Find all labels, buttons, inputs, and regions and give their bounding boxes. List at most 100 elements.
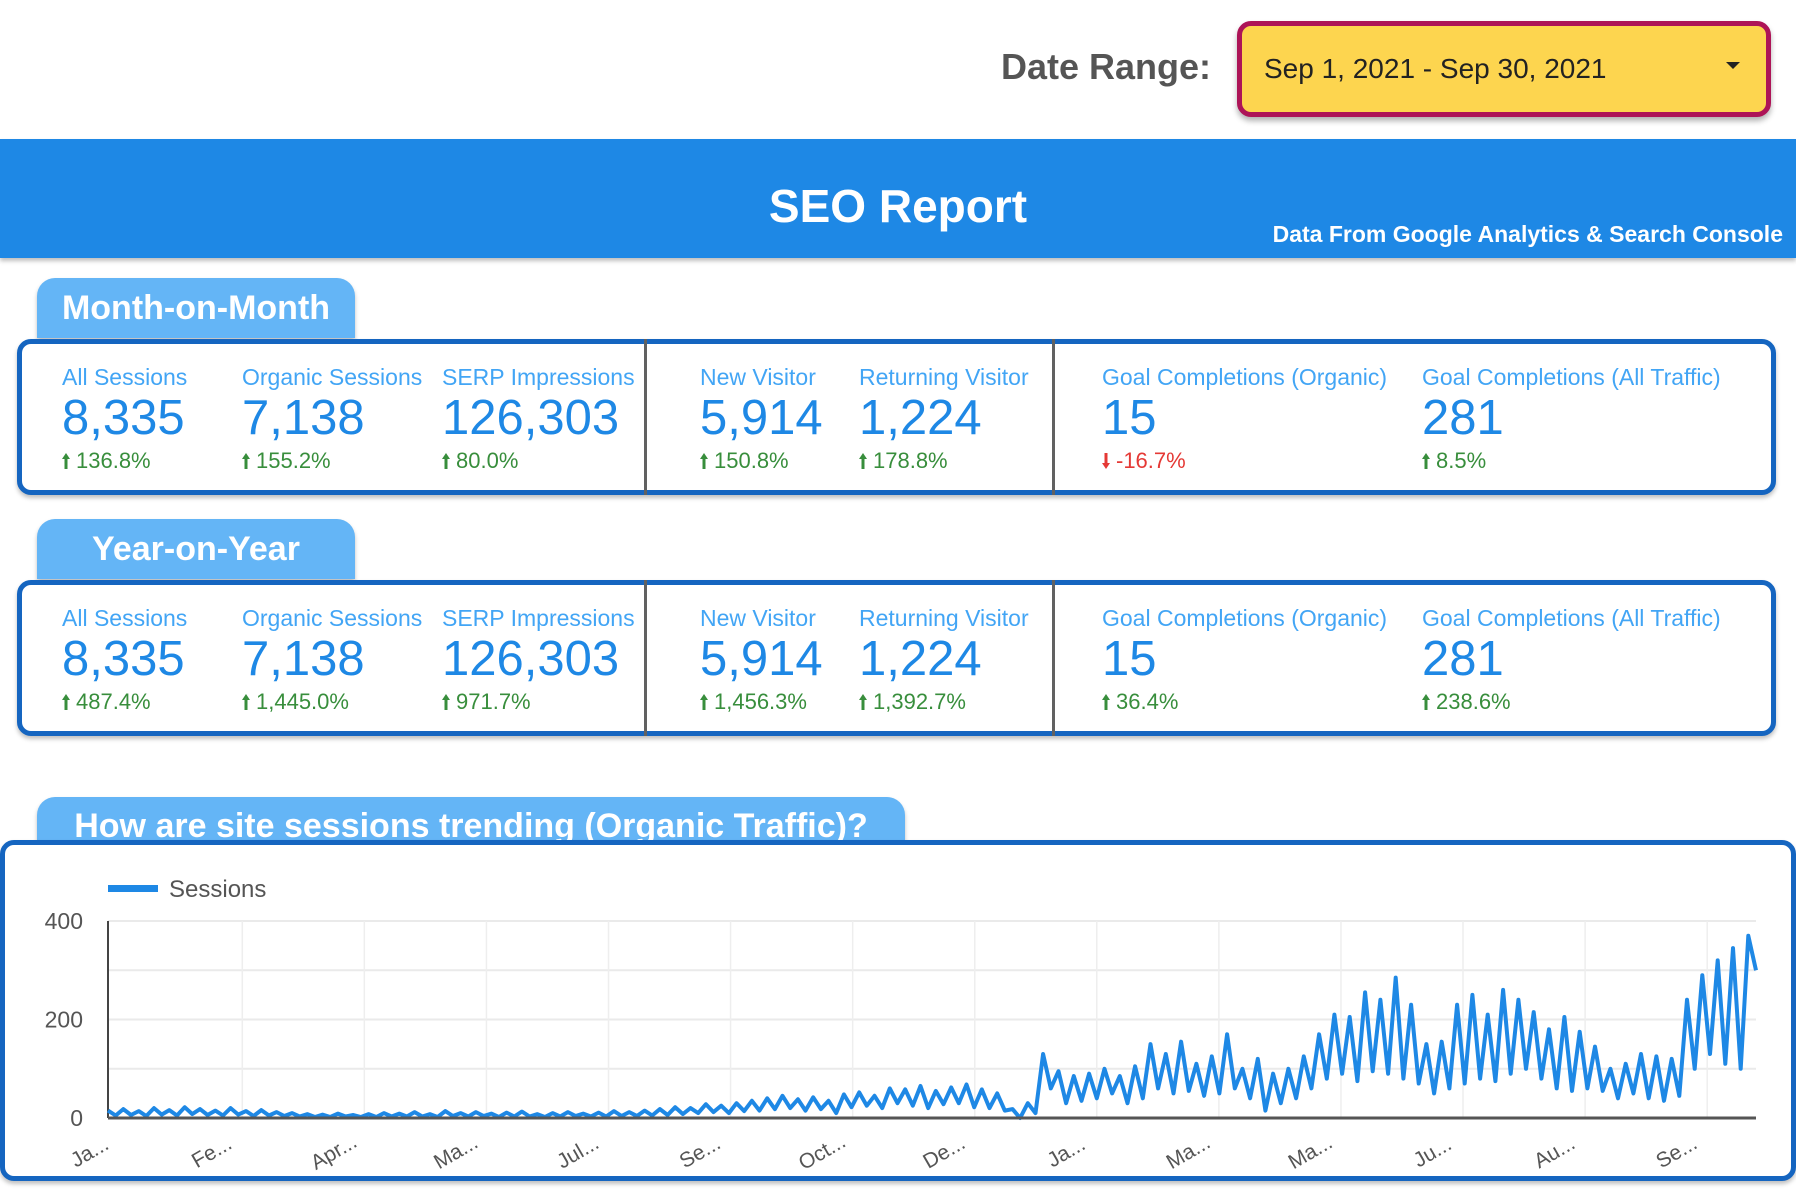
x-tick-label: Au... <box>1530 1132 1579 1174</box>
arrow-up-icon <box>1422 694 1430 710</box>
x-tick-label: Ju... <box>1410 1132 1456 1172</box>
metric-value: 8,335 <box>62 391 185 445</box>
x-tick-label: De... <box>919 1131 969 1173</box>
metric-value: 7,138 <box>242 632 365 686</box>
arrow-up-icon <box>1422 453 1430 469</box>
page-title: SEO Report <box>768 180 1028 232</box>
metric-change: 178.8% <box>859 448 948 474</box>
arrow-up-icon <box>700 694 708 710</box>
section-title-mom: Month-on-Month <box>37 278 355 338</box>
x-tick-label: Ma... <box>1285 1131 1337 1174</box>
date-range-value: Sep 1, 2021 - Sep 30, 2021 <box>1264 53 1607 84</box>
metric-value: 8,335 <box>62 632 185 686</box>
metric-label: All Sessions <box>62 605 188 631</box>
metric-label: New Visitor <box>700 364 816 390</box>
metric-change-value: 1,445.0% <box>256 689 349 714</box>
metric-change: 971.7% <box>442 689 531 715</box>
sessions-line-chart: 0 200 400 Ja... Fe... Apr... Ma... Jul... Se... O… <box>45 876 1758 1175</box>
metric-value: 5,914 <box>700 632 823 686</box>
metric-value: 281 <box>1422 632 1504 686</box>
metric-change: 150.8% <box>700 448 789 474</box>
metric-value: 5,914 <box>700 391 823 445</box>
dropdown-arrow-icon <box>1726 62 1740 69</box>
arrow-up-icon <box>442 453 450 469</box>
x-tick-label: Apr... <box>307 1130 361 1174</box>
arrow-up-icon <box>859 694 867 710</box>
divider <box>644 580 647 736</box>
legend-swatch <box>108 885 158 892</box>
metric-label: Returning Visitor <box>859 605 1029 631</box>
x-tick-label: Se... <box>1652 1132 1701 1174</box>
arrow-up-icon <box>62 694 70 710</box>
metric-value: 15 <box>1102 391 1157 445</box>
metric-change-value: 238.6% <box>1436 689 1511 714</box>
metric-change: 8.5% <box>1422 448 1486 474</box>
arrow-up-icon <box>442 694 450 710</box>
metric-label: SERP Impressions <box>442 364 635 390</box>
metric-change: 238.6% <box>1422 689 1511 715</box>
metric-change: 1,456.3% <box>700 689 807 715</box>
date-range-label: Date Range: <box>1000 46 1211 87</box>
metric-change: 155.2% <box>242 448 331 474</box>
metric-change-value: 487.4% <box>76 689 151 714</box>
date-range-dropdown[interactable]: Sep 1, 2021 - Sep 30, 2021 <box>1237 21 1771 117</box>
metric-value: 7,138 <box>242 391 365 445</box>
metric-change-value: 1,392.7% <box>873 689 966 714</box>
x-tick-label: Ma... <box>1162 1131 1214 1174</box>
legend-label: Sessions <box>169 876 266 903</box>
metric-value: 1,224 <box>859 632 982 686</box>
metric-change-value: 150.8% <box>714 448 789 473</box>
metric-change-value: 80.0% <box>456 448 519 473</box>
x-tick-label: Ma... <box>430 1131 482 1174</box>
metric-label: Goal Completions (Organic) <box>1102 605 1388 631</box>
metric-change: -16.7% <box>1102 448 1186 474</box>
metric-value: 281 <box>1422 391 1504 445</box>
metric-change-value: 1,456.3% <box>714 689 807 714</box>
sessions-series-line <box>106 933 1758 1120</box>
metric-change-value: 155.2% <box>256 448 331 473</box>
metric-change: 136.8% <box>62 448 151 474</box>
metric-change-value: -16.7% <box>1116 448 1186 473</box>
metric-change: 1,445.0% <box>242 689 349 715</box>
x-tick-label: Ja... <box>67 1132 113 1172</box>
metric-label: SERP Impressions <box>442 605 635 631</box>
arrow-up-icon <box>700 453 708 469</box>
metric-label: Goal Completions (All Traffic) <box>1422 364 1721 390</box>
metric-label: New Visitor <box>700 605 816 631</box>
metric-label: Goal Completions (Organic) <box>1102 364 1388 390</box>
arrow-up-icon <box>859 453 867 469</box>
metric-change: 487.4% <box>62 689 151 715</box>
metric-change-value: 36.4% <box>1116 689 1179 714</box>
sessions-chart-card: 0 200 400 Ja... Fe... Apr... Ma... Jul... Se... O… <box>0 840 1796 1181</box>
arrow-down-icon <box>1102 453 1110 469</box>
metric-change-value: 971.7% <box>456 689 531 714</box>
divider <box>1052 339 1055 495</box>
x-tick-label: Oct... <box>795 1130 850 1175</box>
metric-change: 80.0% <box>442 448 518 474</box>
metric-label: Goal Completions (All Traffic) <box>1422 605 1721 631</box>
metric-label: All Sessions <box>62 364 188 390</box>
arrow-up-icon <box>242 453 250 469</box>
metric-change-value: 136.8% <box>76 448 151 473</box>
section-title-yoy: Year-on-Year <box>37 519 355 579</box>
metrics-card: All Sessions 8,335 487.4% Organic Session… <box>17 580 1776 736</box>
divider <box>1052 580 1055 736</box>
arrow-up-icon <box>242 694 250 710</box>
metric-label: Returning Visitor <box>859 364 1029 390</box>
divider <box>644 339 647 495</box>
x-tick-label: Se... <box>676 1132 725 1174</box>
arrow-up-icon <box>62 453 70 469</box>
y-tick-label: 0 <box>70 1105 83 1131</box>
metric-value: 15 <box>1102 632 1157 686</box>
metric-change-value: 178.8% <box>873 448 948 473</box>
page-subtitle: Data From Google Analytics & Search Cons… <box>1272 221 1783 247</box>
metric-label: Organic Sessions <box>242 364 423 390</box>
metrics-card: All Sessions 8,335 136.8% Organic Session… <box>17 339 1776 495</box>
x-tick-label: Jul... <box>553 1131 603 1173</box>
y-tick-label: 200 <box>45 1007 83 1033</box>
report-header: SEO Report Data From Google Analytics & … <box>0 139 1796 258</box>
metric-change: 36.4% <box>1102 689 1178 715</box>
metric-change-value: 8.5% <box>1436 448 1487 473</box>
metric-change: 1,392.7% <box>859 689 966 715</box>
x-tick-label: Ja... <box>1043 1132 1089 1172</box>
